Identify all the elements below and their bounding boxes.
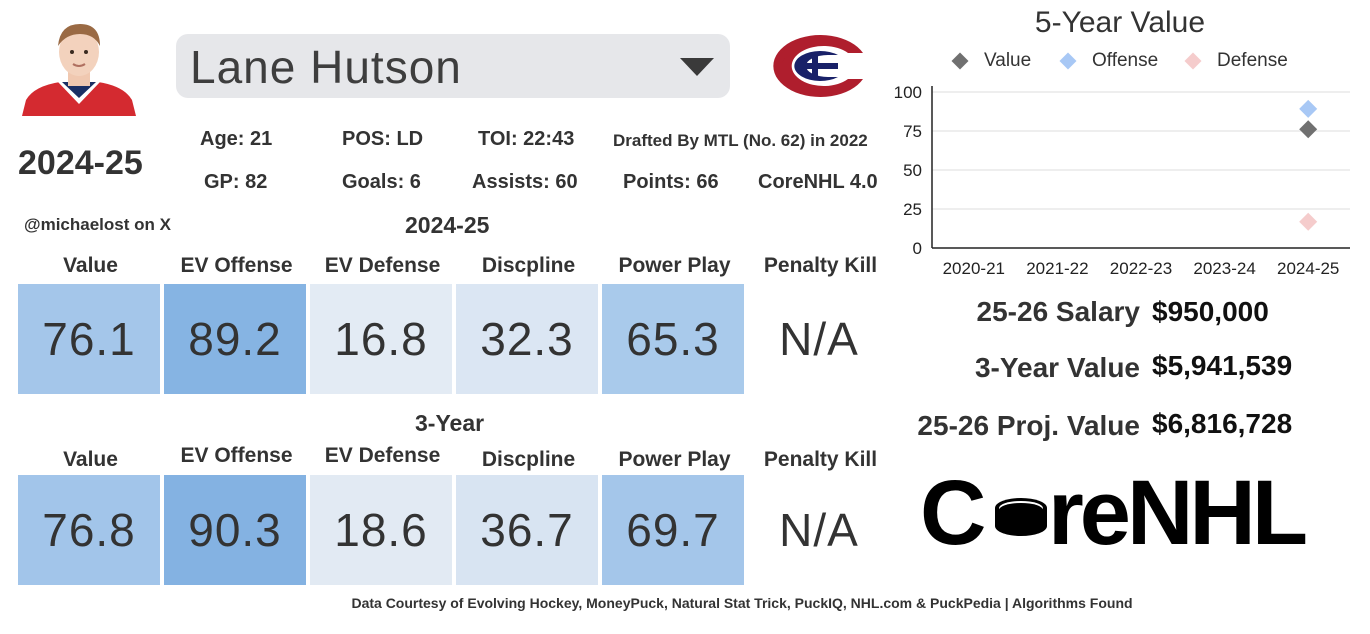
column-header-discipline: Discpline: [481, 254, 576, 277]
salary-label: 25-26 Salary: [976, 296, 1140, 327]
projected-value-label: 25-26 Proj. Value: [917, 410, 1140, 441]
data-point-offense: [1299, 99, 1318, 118]
season-power-play-cell: 65.3: [602, 284, 744, 394]
y-tick-label: 75: [903, 122, 922, 141]
three-year-ev-defense-cell: 18.6: [310, 475, 452, 585]
toi-stat: TOI: 22:43: [478, 128, 575, 150]
season-section-title: 2024-25: [405, 212, 490, 238]
y-tick-label: 100: [894, 83, 922, 102]
x-tick-label: 2023-24: [1193, 259, 1255, 278]
puck-icon: [995, 498, 1047, 536]
y-tick-label: 0: [913, 239, 922, 258]
three-year-column-headers: Value EV Offense EV Defense Discpline Po…: [18, 444, 898, 472]
legend-item-value: Value: [951, 50, 1032, 72]
three-year-ev-offense-cell: 90.3: [164, 475, 306, 585]
x-tick-label: 2022-23: [1110, 259, 1172, 278]
column-header-discipline: Discpline: [481, 448, 576, 471]
legend-item-defense: Defense: [1184, 50, 1288, 72]
season-values-row: 76.1 89.2 16.8 32.3 65.3 N/A: [18, 284, 898, 394]
three-year-section-title: 3-Year: [415, 410, 485, 436]
data-point-defense: [1299, 212, 1318, 231]
column-header-penalty-kill: Penalty Kill: [763, 448, 878, 471]
team-logo: [768, 33, 866, 99]
brand-c: C: [920, 468, 984, 552]
legend-label-value: Value: [984, 50, 1032, 71]
column-header-value: Value: [63, 448, 118, 471]
goals-stat: Goals: 6: [342, 171, 421, 193]
three-year-value-amount: $5,941,539: [1152, 350, 1293, 381]
column-header-power-play: Power Play: [618, 448, 731, 471]
three-year-penalty-kill-cell: N/A: [748, 475, 890, 585]
season-discipline-cell: 32.3: [456, 284, 598, 394]
three-year-values-row: 76.8 90.3 18.6 36.7 69.7 N/A: [18, 475, 898, 585]
season-label: 2024-25: [18, 144, 143, 182]
author-handle: @michaelost on X: [24, 215, 171, 234]
x-tick-label: 2021-22: [1026, 259, 1088, 278]
season-value-cell: 76.1: [18, 284, 160, 394]
projected-value-amount: $6,816,728: [1152, 408, 1293, 439]
player-headshot: [20, 18, 138, 116]
x-tick-label: 2020-21: [943, 259, 1005, 278]
position-stat: POS: LD: [342, 128, 424, 150]
legend-marker-value: [951, 52, 969, 70]
five-year-value-chart: 0 25 50 75 100 2020-21 2021-22 2022-23 2023-24 20…: [894, 83, 1350, 278]
chart-title: 5-Year Value: [1034, 6, 1206, 39]
three-year-discipline-cell: 36.7: [456, 475, 598, 585]
legend-item-offense: Offense: [1059, 50, 1159, 72]
three-year-value-label: 3-Year Value: [974, 352, 1140, 383]
chevron-down-icon[interactable]: [680, 58, 714, 76]
model-version: CoreNHL 4.0: [758, 171, 878, 193]
season-ev-defense-cell: 16.8: [310, 284, 452, 394]
data-source-footer: Data Courtesy of Evolving Hockey, MoneyP…: [351, 595, 1133, 611]
draft-info: Drafted By MTL (No. 62) in 2022: [613, 131, 868, 150]
data-point-value: [1299, 120, 1318, 139]
column-header-ev-offense: EV Offense: [180, 444, 293, 467]
column-header-ev-defense: EV Defense: [324, 254, 441, 277]
season-ev-offense-cell: 89.2: [164, 284, 306, 394]
three-year-power-play-cell: 69.7: [602, 475, 744, 585]
corenhl-logo: C reNHL: [920, 462, 1330, 564]
legend-label-defense: Defense: [1217, 50, 1288, 71]
column-header-penalty-kill: Penalty Kill: [763, 254, 878, 277]
season-penalty-kill-cell: N/A: [748, 284, 890, 394]
assists-stat: Assists: 60: [472, 171, 578, 193]
legend-marker-defense: [1184, 52, 1202, 70]
legend-label-offense: Offense: [1092, 50, 1159, 71]
salary-value: $950,000: [1152, 296, 1269, 327]
legend-marker-offense: [1059, 52, 1077, 70]
season-column-headers: Value EV Offense EV Defense Discpline Po…: [18, 254, 898, 282]
three-year-value-cell: 76.8: [18, 475, 160, 585]
player-select-dropdown[interactable]: Lane Hutson: [176, 34, 730, 98]
brand-wordmark: reNHL: [1048, 468, 1306, 552]
column-header-power-play: Power Play: [618, 254, 731, 277]
y-tick-label: 25: [903, 200, 922, 219]
column-header-value: Value: [63, 254, 118, 277]
y-tick-label: 50: [903, 161, 922, 180]
points-stat: Points: 66: [623, 171, 719, 193]
player-name: Lane Hutson: [190, 41, 462, 93]
games-played-stat: GP: 82: [204, 171, 268, 193]
column-header-ev-offense: EV Offense: [180, 254, 293, 277]
x-tick-label: 2024-25: [1277, 259, 1339, 278]
age-stat: Age: 21: [200, 128, 273, 150]
column-header-ev-defense: EV Defense: [324, 444, 441, 467]
